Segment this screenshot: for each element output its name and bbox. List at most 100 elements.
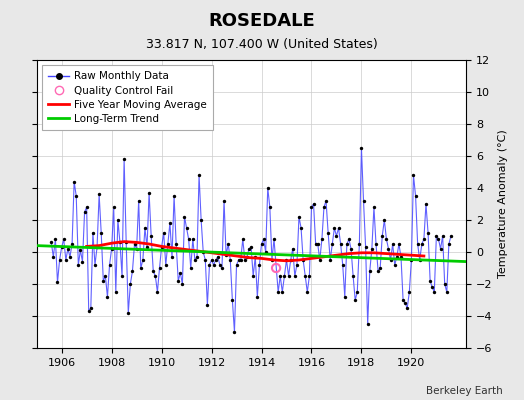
Point xyxy=(347,246,355,252)
Point xyxy=(401,300,409,306)
Point xyxy=(153,289,161,295)
Point xyxy=(285,273,293,279)
Point xyxy=(212,257,220,263)
Point xyxy=(436,246,445,252)
Point xyxy=(133,246,141,252)
Point xyxy=(224,241,233,247)
Point xyxy=(272,265,280,271)
Point xyxy=(218,265,226,271)
Point xyxy=(251,254,259,260)
Point xyxy=(174,278,182,284)
Point xyxy=(99,278,107,284)
Point xyxy=(434,236,443,242)
Point xyxy=(380,217,388,223)
Point xyxy=(351,297,359,303)
Point xyxy=(95,191,103,198)
Point xyxy=(47,239,56,246)
Point xyxy=(72,193,80,199)
Point xyxy=(166,220,174,226)
Point xyxy=(216,262,224,268)
Point xyxy=(189,236,197,242)
Point xyxy=(64,246,72,252)
Point xyxy=(170,193,178,199)
Point xyxy=(178,281,187,287)
Point xyxy=(112,289,120,295)
Point xyxy=(276,273,285,279)
Point xyxy=(197,217,205,223)
Point xyxy=(353,289,362,295)
Point xyxy=(330,225,339,231)
Point xyxy=(76,247,84,254)
Point xyxy=(357,145,366,151)
Point xyxy=(107,246,116,252)
Point xyxy=(51,236,60,242)
Point xyxy=(101,273,110,279)
Point xyxy=(201,257,210,263)
Point xyxy=(309,201,318,207)
Point xyxy=(303,289,311,295)
Point xyxy=(128,268,137,274)
Point xyxy=(334,225,343,231)
Point xyxy=(322,198,330,204)
Point xyxy=(388,241,397,247)
Point xyxy=(195,172,203,178)
Point xyxy=(60,236,68,242)
Point xyxy=(193,254,201,260)
Point xyxy=(234,257,243,263)
Point xyxy=(332,233,341,239)
Point xyxy=(130,241,139,247)
Point xyxy=(147,233,155,239)
Point xyxy=(359,198,368,204)
Point xyxy=(301,273,309,279)
Point xyxy=(364,321,372,327)
Point xyxy=(343,241,351,247)
Point xyxy=(407,257,416,263)
Point xyxy=(135,198,143,204)
Point xyxy=(253,294,261,300)
Point xyxy=(382,236,390,242)
Point xyxy=(163,241,172,247)
Point xyxy=(120,156,128,162)
Point xyxy=(403,305,411,311)
Point xyxy=(311,241,320,247)
Point xyxy=(68,241,77,247)
Point xyxy=(145,190,154,196)
Point xyxy=(305,273,313,279)
Point xyxy=(249,273,257,279)
Point xyxy=(49,254,58,260)
Point xyxy=(416,257,424,263)
Point xyxy=(84,308,93,314)
Point xyxy=(172,241,180,247)
Point xyxy=(243,254,251,260)
Point xyxy=(176,270,184,276)
Point xyxy=(368,246,376,252)
Point xyxy=(78,258,86,265)
Point xyxy=(399,297,407,303)
Point xyxy=(355,241,364,247)
Point xyxy=(161,262,170,268)
Point xyxy=(230,329,238,335)
Point xyxy=(149,268,157,274)
Point xyxy=(430,289,439,295)
Point xyxy=(295,214,303,220)
Point xyxy=(191,257,199,263)
Point xyxy=(266,204,274,210)
Point xyxy=(390,262,399,268)
Point xyxy=(180,214,189,220)
Point xyxy=(238,236,247,242)
Point xyxy=(70,178,79,185)
Point xyxy=(374,268,383,274)
Point xyxy=(257,241,266,247)
Point xyxy=(411,193,420,199)
Point xyxy=(103,294,112,300)
Point xyxy=(187,265,195,271)
Point xyxy=(349,273,357,279)
Point xyxy=(143,244,151,250)
Point xyxy=(220,198,228,204)
Point xyxy=(313,241,322,247)
Point xyxy=(424,230,432,236)
Point xyxy=(278,289,287,295)
Point xyxy=(105,262,114,268)
Point xyxy=(203,302,212,308)
Point xyxy=(280,273,289,279)
